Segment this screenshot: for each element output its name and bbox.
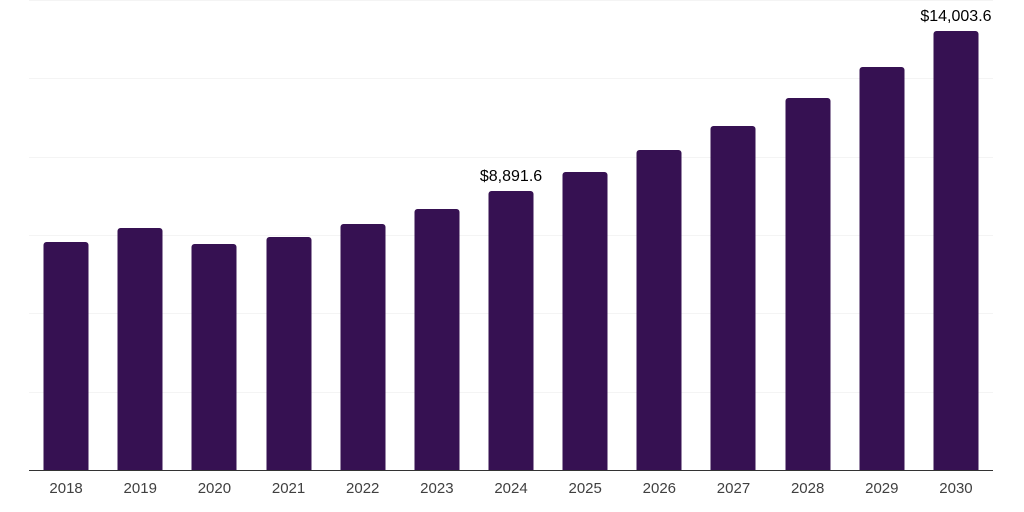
x-tick-label-2029: 2029: [865, 480, 899, 497]
bar-slot: $8,891.6: [474, 0, 548, 470]
bar-2026: [636, 149, 682, 470]
gridline: [29, 0, 993, 1]
bar-slot: [771, 0, 845, 470]
bar-2025: [562, 171, 608, 470]
bar-slot: [29, 0, 103, 470]
plot-area: $8,891.6 $14,003.6: [29, 0, 993, 471]
x-tick-label-2023: 2023: [420, 480, 454, 497]
x-tick-label-2028: 2028: [790, 480, 825, 497]
value-label-2024: $8,891.6: [479, 168, 543, 186]
gridline: [29, 78, 993, 80]
bar-slot: [696, 0, 770, 470]
bar-slot: [326, 0, 400, 470]
value-label-2030: $14,003.6: [920, 8, 992, 26]
x-axis-labels: 2018 2019 2020 2021 2022 2023 2024 2025 2026 2027…: [29, 479, 993, 499]
bar-slot: [400, 0, 474, 470]
bar-2029: [859, 66, 905, 470]
gridline: [29, 156, 993, 158]
bar-slot: [622, 0, 696, 470]
bar-slot: [251, 0, 325, 470]
x-tick-label-2019: 2019: [123, 480, 157, 497]
bar-slot: [548, 0, 622, 470]
x-tick-label-2022: 2022: [346, 480, 380, 497]
x-tick-label-2018: 2018: [49, 480, 83, 497]
bar-2018: [43, 242, 89, 470]
bars-row: $8,891.6 $14,003.6: [29, 0, 993, 470]
bar-2022: [340, 223, 386, 470]
x-tick-label-2021: 2021: [271, 480, 306, 497]
x-tick-label-2020: 2020: [197, 480, 232, 497]
bar-slot: [103, 0, 177, 470]
bar-2021: [266, 237, 312, 470]
bar-2030: [933, 31, 979, 470]
x-tick-label-2024: 2024: [494, 480, 528, 497]
x-tick-label-2030: 2030: [939, 480, 973, 497]
bar-slot: [845, 0, 919, 470]
x-tick-label-2026: 2026: [642, 480, 677, 497]
bar-slot: $14,003.6: [919, 0, 993, 470]
bar-2020: [191, 244, 237, 470]
bar-2028: [785, 97, 831, 470]
bar-2024: [488, 191, 534, 470]
bar-2027: [710, 125, 756, 470]
x-tick-label-2025: 2025: [568, 480, 602, 497]
bar-2019: [117, 227, 163, 470]
x-tick-label-2027: 2027: [716, 480, 751, 497]
bar-slot: [177, 0, 251, 470]
x-axis-line: [29, 469, 993, 471]
bar-2023: [414, 208, 460, 470]
